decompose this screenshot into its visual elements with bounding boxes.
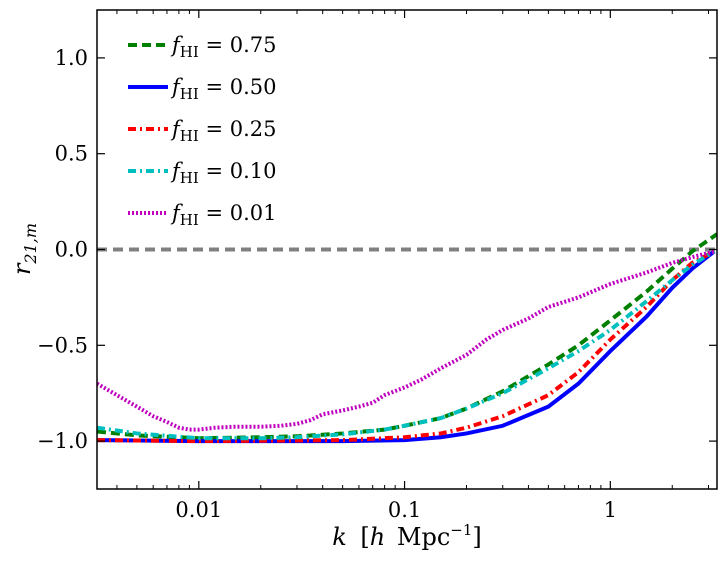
- legend-label-4: fHI = 0.01: [170, 201, 277, 229]
- series-line-3: [97, 249, 716, 441]
- y-label-base: r: [8, 262, 36, 275]
- x-label-exponent: −1: [450, 521, 472, 539]
- legend: fHI = 0.75 fHI = 0.50 fHI = 0.25 fHI = 0.10…: [128, 33, 277, 229]
- legend-label-3: fHI = 0.10: [170, 159, 277, 187]
- x-tick-label: 0.1: [388, 498, 421, 522]
- tick-layer: 0.01 0.1 1 −1.0 −0.5 0.0 0.5 1.0: [37, 10, 717, 522]
- y-tick-label: 1.0: [55, 46, 88, 70]
- x-label-k: k: [332, 523, 347, 551]
- y-tick-label: −0.5: [37, 333, 88, 357]
- x-tick-label: 0.01: [175, 498, 222, 522]
- x-label-unit: Mpc: [397, 523, 450, 551]
- y-tick-label: 0.5: [55, 142, 88, 166]
- x-label-bracket-open: [: [360, 523, 369, 551]
- series-layer: [97, 232, 717, 444]
- x-label-h: h: [370, 523, 385, 551]
- x-label-bracket-close: ]: [472, 523, 481, 551]
- legend-label-0: fHI = 0.75: [170, 33, 277, 61]
- legend-label-2: fHI = 0.25: [170, 117, 277, 145]
- x-axis-label: k [h Mpc−1]: [332, 521, 482, 551]
- y-tick-label: 0.0: [55, 238, 88, 262]
- series-line-2: [97, 249, 716, 444]
- y-axis-label: r21,m: [8, 223, 40, 275]
- series-line-4: [97, 249, 715, 432]
- x-tick-label: 1: [604, 498, 617, 522]
- y-label-sub: 21,m: [21, 223, 40, 265]
- legend-label-1: fHI = 0.50: [170, 75, 277, 103]
- series-line-0: [97, 232, 717, 441]
- y-tick-label: −1.0: [37, 429, 88, 453]
